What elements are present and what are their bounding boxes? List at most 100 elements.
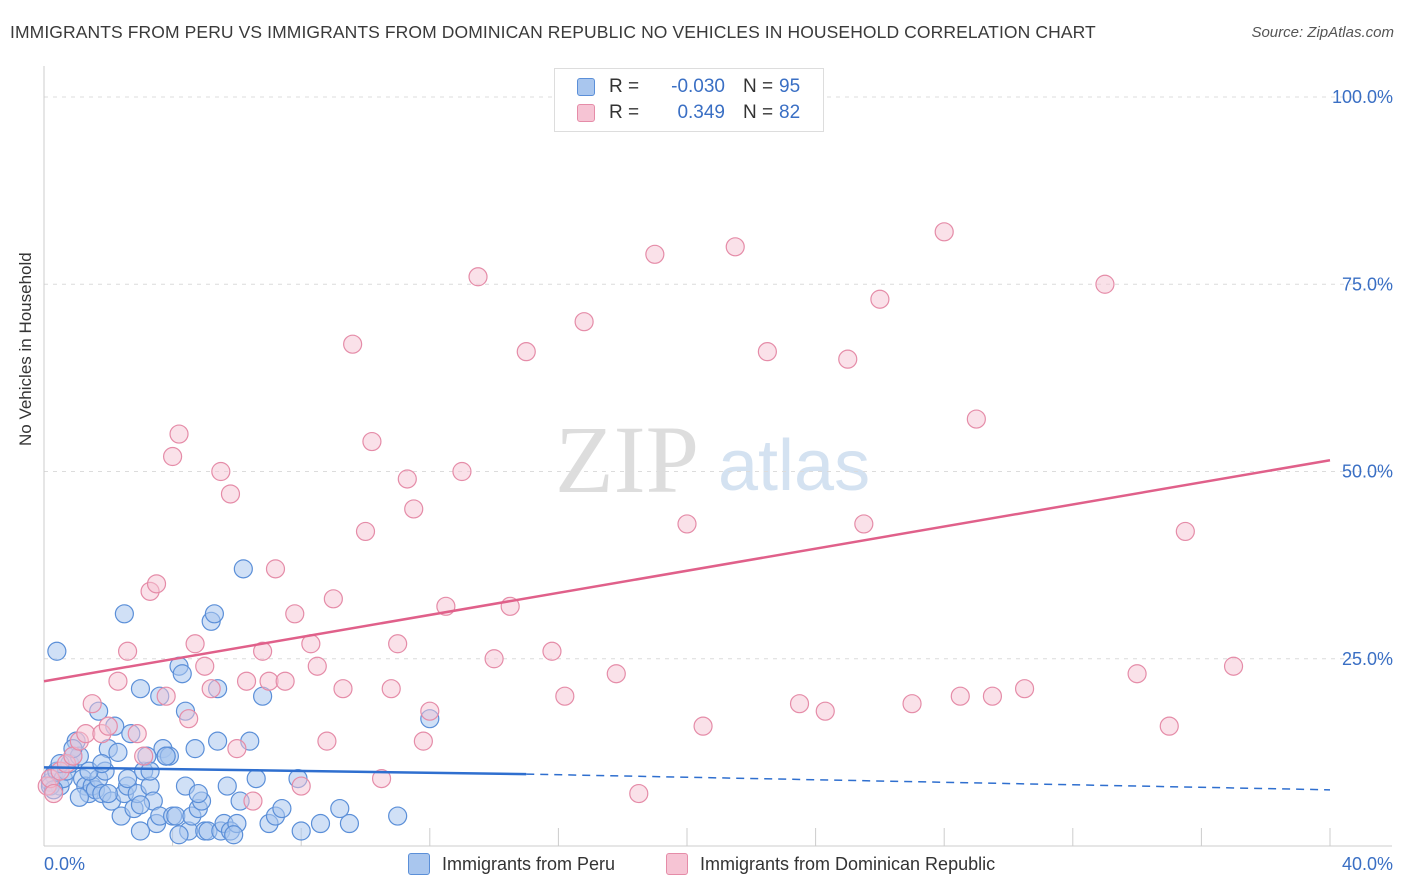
data-point-dr — [381, 679, 401, 699]
x-tick-labels: 0.0% 40.0% — [44, 854, 1393, 874]
legend-swatch-peru — [577, 78, 595, 96]
data-point-dr — [236, 671, 257, 691]
data-point-peru — [233, 559, 253, 579]
data-point-peru — [246, 768, 266, 789]
data-point-dr — [1159, 716, 1179, 736]
legend-n-value: 95 — [779, 76, 801, 97]
data-point-dr — [1127, 664, 1147, 684]
data-point-dr — [815, 701, 835, 721]
data-point-dr — [468, 267, 488, 287]
data-point-dr — [854, 514, 874, 534]
data-point-dr — [966, 409, 986, 429]
legend-row-dr: R = 0.349 N = 82 — [577, 101, 800, 125]
data-point-dr — [195, 656, 215, 676]
data-point-dr — [355, 521, 376, 542]
data-point-dr — [555, 686, 575, 706]
legend-row-peru: R = -0.030 N = 95 — [577, 75, 800, 99]
data-point-dr — [134, 746, 154, 766]
bottom-legend-dr: Immigrants from Dominican Republic — [666, 852, 995, 876]
bottom-legend-label-dr: Immigrants from Dominican Republic — [700, 853, 996, 874]
data-point-dr — [169, 424, 189, 444]
data-point-dr — [362, 431, 382, 452]
data-point-dr — [789, 694, 810, 714]
data-point-dr — [285, 604, 305, 624]
data-point-dr — [156, 686, 176, 706]
trend-line-dr — [43, 459, 1331, 683]
data-point-dr — [757, 342, 777, 362]
data-point-dr — [452, 461, 472, 482]
bottom-legend-swatch-dr — [666, 853, 688, 875]
data-point-dr — [902, 694, 922, 714]
data-point-dr — [146, 574, 167, 594]
data-point-dr — [179, 709, 199, 729]
data-point-dr — [201, 679, 221, 699]
data-point-dr — [185, 634, 205, 654]
data-point-dr — [1175, 521, 1195, 542]
data-point-dr — [1095, 274, 1115, 294]
axes — [43, 66, 1392, 847]
data-point-dr — [1014, 679, 1035, 699]
data-point-dr — [317, 731, 337, 751]
y-axis-label: No Vehicles in Household — [16, 252, 35, 446]
data-point-dr — [725, 237, 745, 257]
data-point-peru — [330, 798, 350, 819]
legend-n-value: 82 — [779, 102, 801, 123]
data-point-dr — [1223, 656, 1244, 676]
y-tick-label: 25.0% — [1342, 649, 1393, 669]
data-point-dr — [127, 724, 147, 744]
data-point-dr — [404, 499, 424, 519]
data-point-dr — [220, 484, 241, 504]
watermark-zip: ZIP — [555, 406, 699, 513]
data-point-dr — [98, 716, 118, 736]
data-point-peru — [130, 795, 151, 815]
data-point-dr — [645, 244, 665, 264]
data-point-peru — [188, 783, 208, 804]
data-point-dr — [307, 656, 327, 676]
data-point-peru — [130, 679, 151, 699]
data-point-dr — [420, 701, 440, 721]
watermark: ZIP atlas — [555, 406, 870, 513]
data-point-dr — [291, 776, 311, 796]
data-point-peru — [98, 783, 118, 804]
data-point-dr — [934, 222, 954, 242]
data-point-dr — [211, 461, 231, 482]
data-point-peru — [166, 806, 186, 826]
data-point-dr — [117, 641, 138, 661]
data-point-dr — [343, 334, 363, 354]
data-point-peru — [108, 742, 128, 762]
data-point-dr — [44, 783, 64, 804]
bottom-legend-label-peru: Immigrants from Peru — [442, 853, 616, 874]
data-point-dr — [542, 641, 562, 661]
data-point-dr — [838, 349, 858, 369]
source-credit: Source: ZipAtlas.com — [1251, 24, 1394, 41]
data-point-peru — [388, 806, 408, 826]
data-point-dr — [275, 671, 295, 691]
data-point-dr — [870, 289, 890, 309]
y-tick-label: 50.0% — [1342, 462, 1393, 482]
y-tick-label: 75.0% — [1342, 274, 1393, 294]
data-point-peru — [169, 825, 189, 845]
data-point-dr — [76, 724, 96, 744]
data-point-peru — [92, 754, 112, 774]
data-point-dr — [693, 716, 713, 736]
bottom-legend-peru: Immigrants from Peru — [408, 852, 615, 876]
series-dr-points — [37, 222, 1244, 811]
data-point-peru — [172, 664, 192, 684]
data-point-peru — [272, 798, 292, 819]
data-point-dr — [397, 469, 417, 489]
data-point-dr — [574, 312, 594, 332]
y-tick-labels: 100.0% 75.0% 50.0% 25.0% — [1332, 87, 1393, 669]
data-point-dr — [82, 694, 102, 714]
data-point-peru — [130, 821, 151, 841]
data-point-peru — [217, 776, 237, 796]
data-point-peru — [47, 641, 67, 661]
data-point-dr — [484, 649, 504, 669]
data-point-dr — [677, 514, 697, 534]
trend-line-peru — [43, 766, 527, 776]
x-tick-label: 40.0% — [1342, 854, 1393, 874]
data-point-dr — [982, 686, 1003, 706]
data-point-peru — [339, 813, 360, 834]
legend-r-value: 0.349 — [677, 102, 725, 123]
legend-n-label: N = — [743, 76, 774, 97]
data-point-dr — [950, 686, 970, 706]
